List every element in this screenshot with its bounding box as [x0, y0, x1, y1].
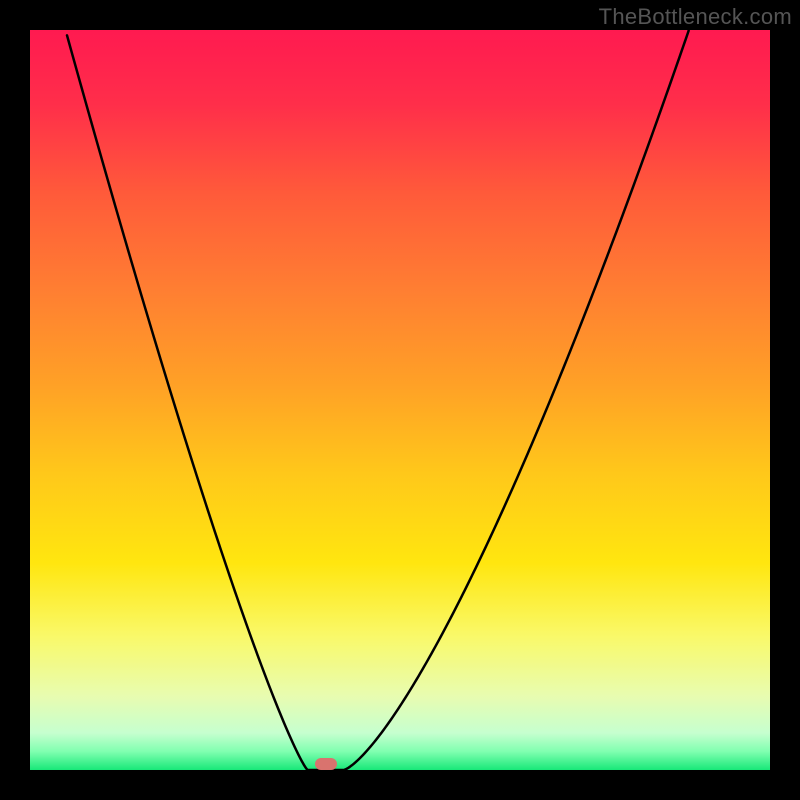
frame-border-right	[770, 0, 800, 800]
watermark-text: TheBottleneck.com	[599, 4, 792, 30]
vertex-marker	[315, 758, 337, 770]
chart-frame: TheBottleneck.com	[0, 0, 800, 800]
frame-border-left	[0, 0, 30, 800]
plot-area	[30, 30, 770, 770]
frame-border-bottom	[0, 770, 800, 800]
bottleneck-curve	[30, 30, 770, 770]
